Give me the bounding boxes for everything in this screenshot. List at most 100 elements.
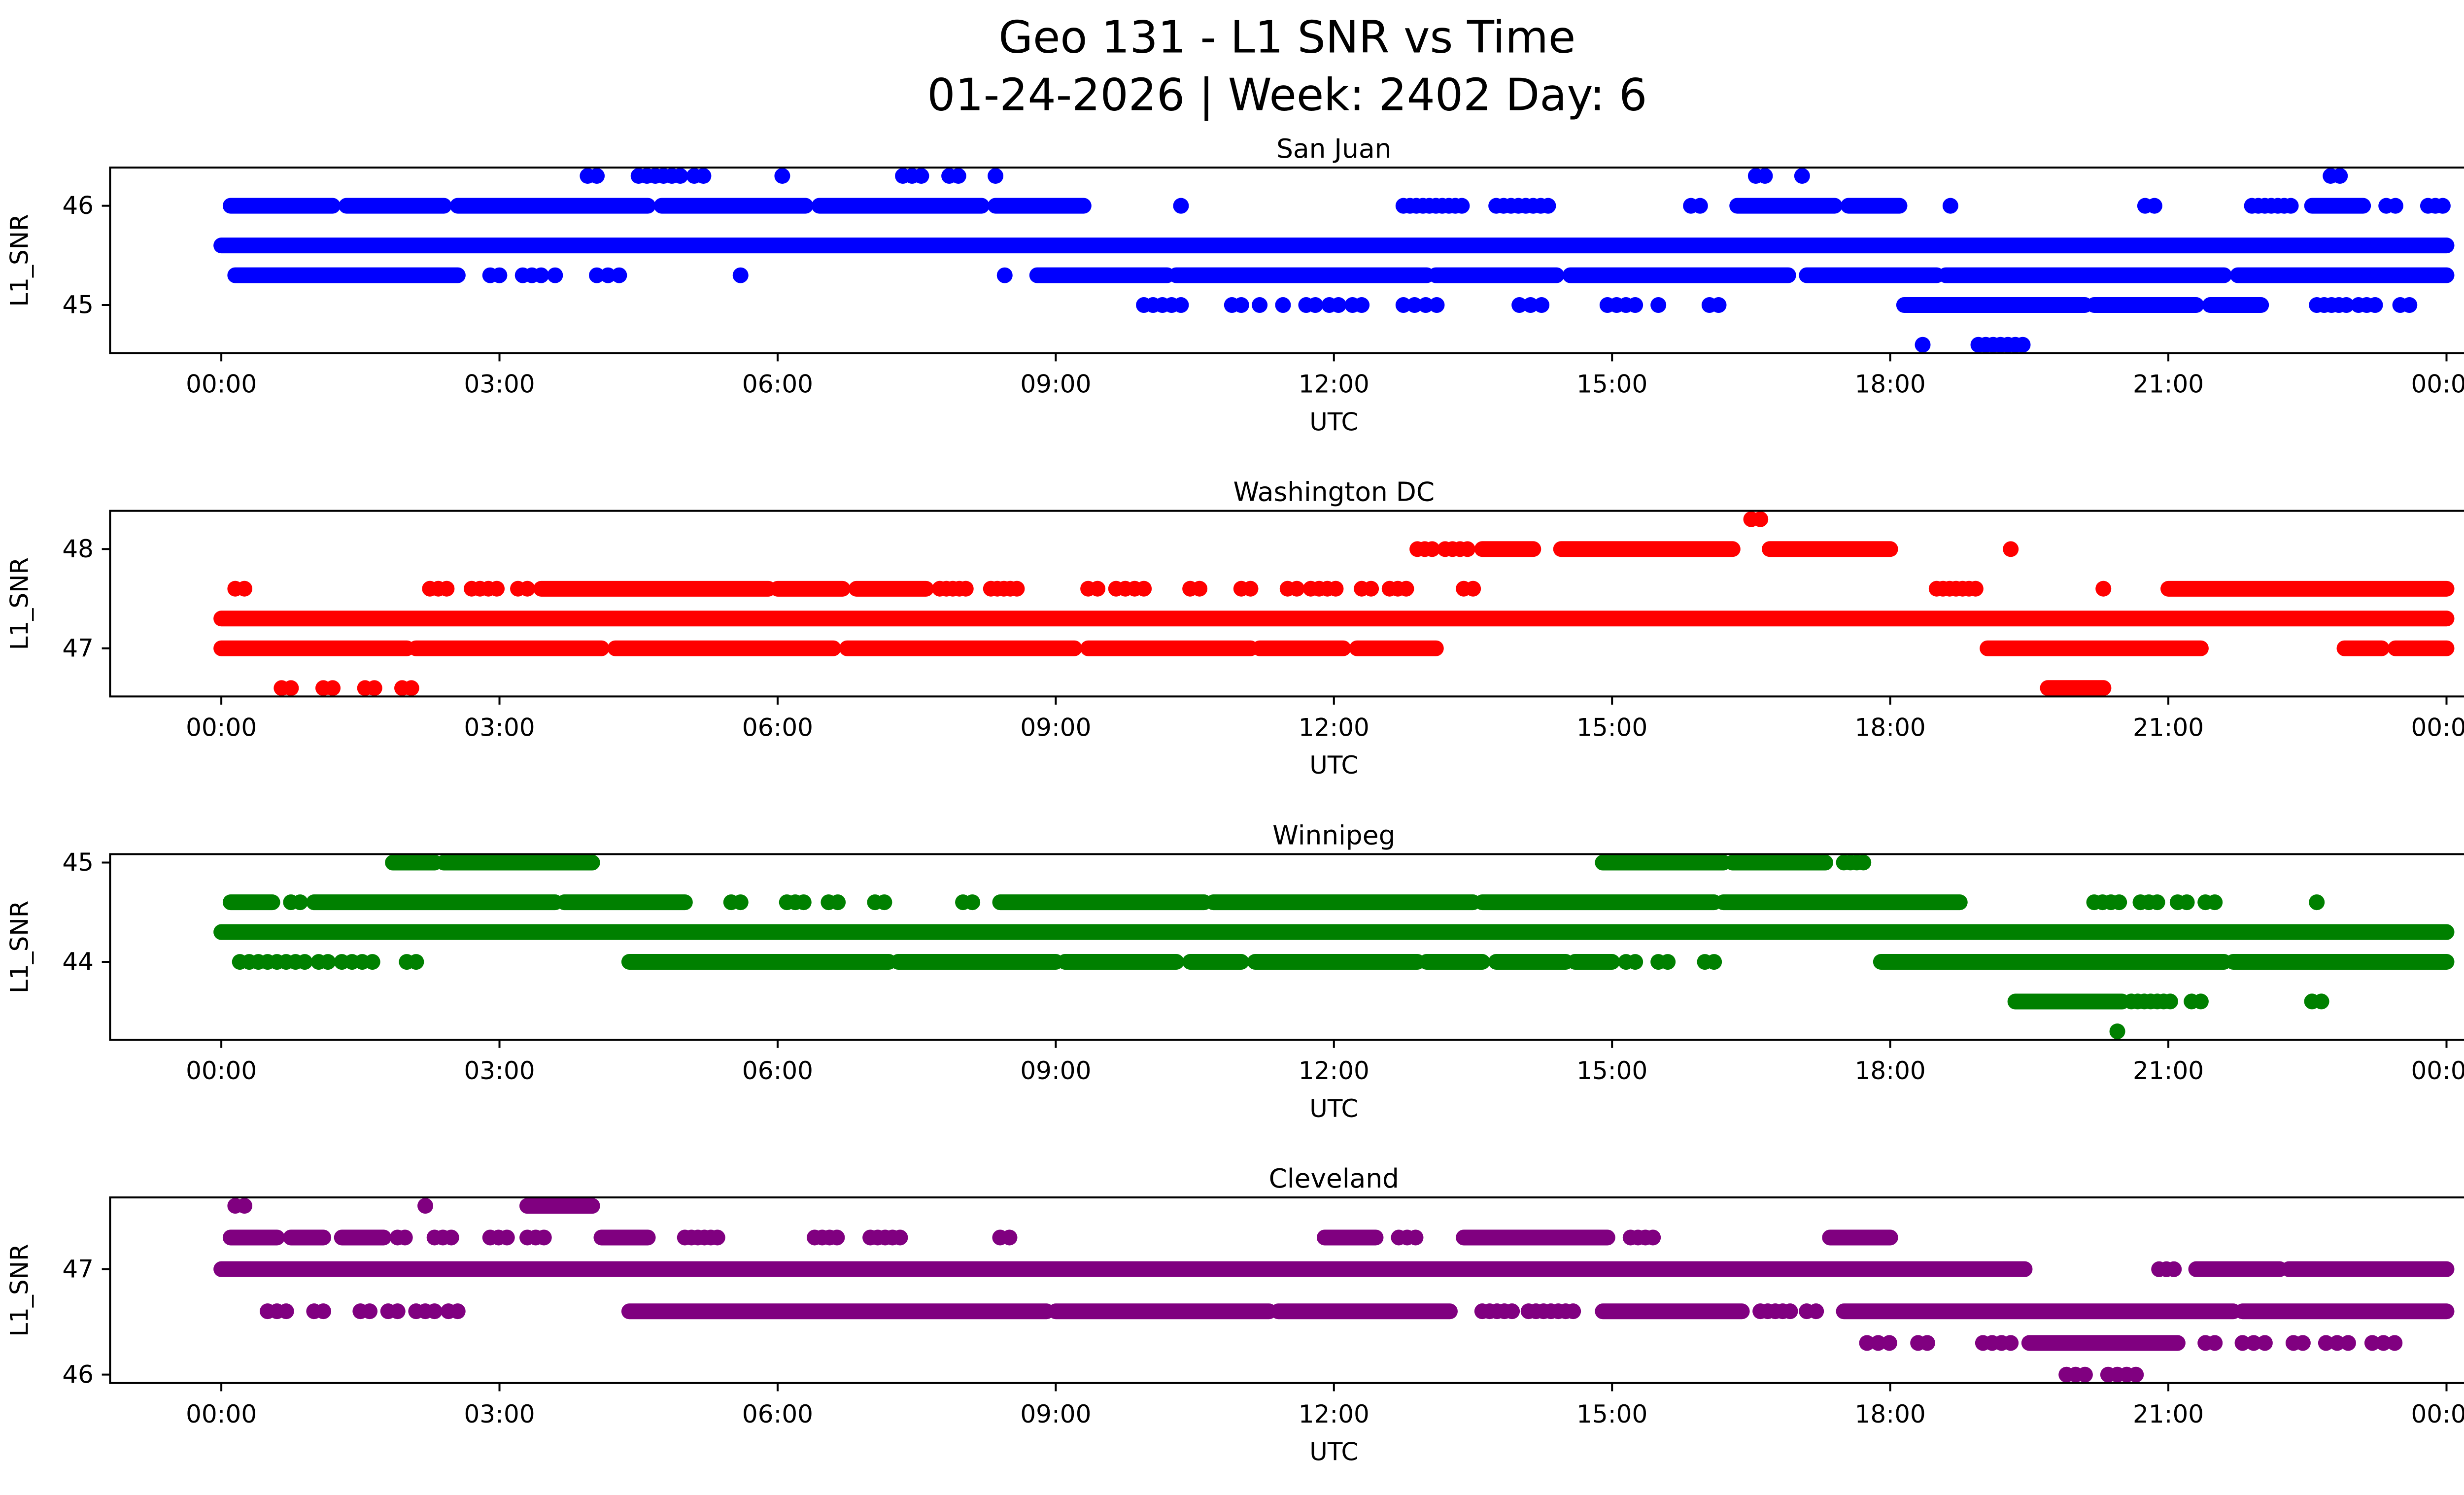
scatter-run	[1395, 297, 1445, 313]
data-point	[1328, 580, 1344, 597]
scatter-run	[482, 1229, 515, 1246]
x-tick-label: 06:00	[742, 713, 813, 742]
scatter-run	[2086, 894, 2127, 911]
scatter-run	[1302, 580, 1344, 597]
data-point	[1794, 168, 1810, 184]
x-tick-label: 00:00	[186, 1400, 257, 1428]
scatter-run	[394, 680, 419, 696]
y-axis-label: L1_SNR	[5, 1244, 34, 1337]
data-point	[1711, 297, 1727, 313]
x-tick-label: 06:00	[742, 370, 813, 399]
data-point	[1275, 297, 1291, 313]
scatter-run	[464, 580, 505, 597]
x-tick-label: 00:00	[186, 370, 257, 399]
scatter-run	[1618, 954, 1643, 970]
data-point	[1424, 541, 1440, 557]
scatter-run	[274, 680, 299, 696]
scatter-run	[2318, 1335, 2356, 1351]
subplot-svg-cleveland: Cleveland 46 47 00:00 03:00 06:00 09:00 12:00 15…	[5, 1163, 2464, 1466]
data-point	[297, 954, 313, 970]
data-point	[292, 894, 308, 911]
data-point	[2003, 1335, 2019, 1351]
x-tick-label: 21:00	[2133, 1400, 2204, 1428]
y-tick-label: 47	[62, 634, 94, 662]
scatter-run	[510, 580, 536, 597]
x-tick-label: 09:00	[1020, 713, 1091, 742]
data-point	[1870, 1335, 1886, 1351]
data-point	[600, 267, 616, 283]
data-point	[315, 1303, 332, 1320]
scatter-run	[1279, 580, 1305, 597]
data-point	[533, 267, 549, 283]
scatter-run	[1799, 1303, 1824, 1320]
data-point	[1627, 297, 1643, 313]
scatter-run	[1456, 580, 1481, 597]
data-point	[443, 1229, 459, 1246]
subplots-container: San Juan 45 46 00:00 03:00 06:00 09:00 12:00 15:…	[0, 125, 2464, 1495]
scatter-run	[2169, 894, 2195, 911]
data-point	[389, 1303, 406, 1320]
scatter-run	[2151, 1261, 2182, 1277]
data-point	[1855, 854, 1872, 871]
x-tick-label: 15:00	[1576, 370, 1647, 399]
data-point	[1242, 580, 1259, 597]
scatter-run	[1395, 198, 1470, 214]
scatter-run	[399, 954, 424, 970]
plot-frame	[109, 510, 2464, 698]
scatter-run	[1752, 1303, 1798, 1320]
data-point	[1395, 297, 1411, 313]
scatter-run	[1409, 541, 1440, 557]
data-point	[1645, 1229, 1661, 1246]
data-point	[1808, 1303, 1824, 1320]
data-point	[2387, 198, 2403, 214]
y-axis-label: L1_SNR	[5, 900, 34, 993]
data-point	[2095, 580, 2112, 597]
scatter-run	[1697, 954, 1722, 970]
scatter-run	[2095, 580, 2112, 597]
subplot-title: Winnipeg	[1272, 819, 1395, 850]
data-point	[1757, 168, 1773, 184]
data-point	[2166, 1261, 2182, 1277]
scatter-run	[2197, 894, 2223, 911]
scatter-run	[2364, 1335, 2403, 1351]
scatter-run	[283, 894, 308, 911]
scatter-run	[723, 894, 749, 911]
data-point	[325, 680, 341, 696]
scatter-run	[1182, 580, 1208, 597]
x-axis-label: UTC	[1309, 408, 1358, 436]
data-point	[536, 1229, 552, 1246]
y-tick-label: 46	[62, 191, 94, 220]
data-point	[397, 1229, 413, 1246]
x-tick-label: 15:00	[1576, 713, 1647, 742]
data-point	[1942, 198, 1958, 214]
subplot-san-juan: San Juan 45 46 00:00 03:00 06:00 09:00 12:00 15:…	[0, 133, 2464, 476]
data-point	[1540, 198, 1556, 214]
scatter-run	[2309, 894, 2325, 911]
data-point	[1859, 1335, 1875, 1351]
data-point	[2257, 1335, 2273, 1351]
data-point	[2283, 198, 2299, 214]
data-point	[1363, 580, 1379, 597]
scatter-run	[2109, 1023, 2125, 1040]
data-point	[2332, 168, 2348, 184]
scatter-run	[417, 1198, 434, 1214]
data-point	[489, 580, 505, 597]
scatter-run	[227, 1198, 253, 1214]
data-point	[611, 267, 627, 283]
data-point	[2003, 541, 2019, 557]
data-point	[1534, 297, 1550, 313]
data-point	[2146, 198, 2162, 214]
figure-subtitle: 01-24-2026 | Week: 2402 Day: 6	[927, 70, 1647, 122]
data-point	[1706, 954, 1722, 970]
scatter-run	[1381, 580, 1414, 597]
scatter-run	[1108, 580, 1152, 597]
data-point	[2401, 297, 2418, 313]
data-point	[2434, 198, 2451, 214]
data-point	[1289, 580, 1305, 597]
scatter-run	[1488, 198, 1556, 214]
data-point	[1915, 337, 1931, 353]
scatter-run	[389, 1229, 413, 1246]
x-tick-label: 09:00	[1020, 1400, 1091, 1428]
scatter-run	[1970, 337, 2031, 353]
